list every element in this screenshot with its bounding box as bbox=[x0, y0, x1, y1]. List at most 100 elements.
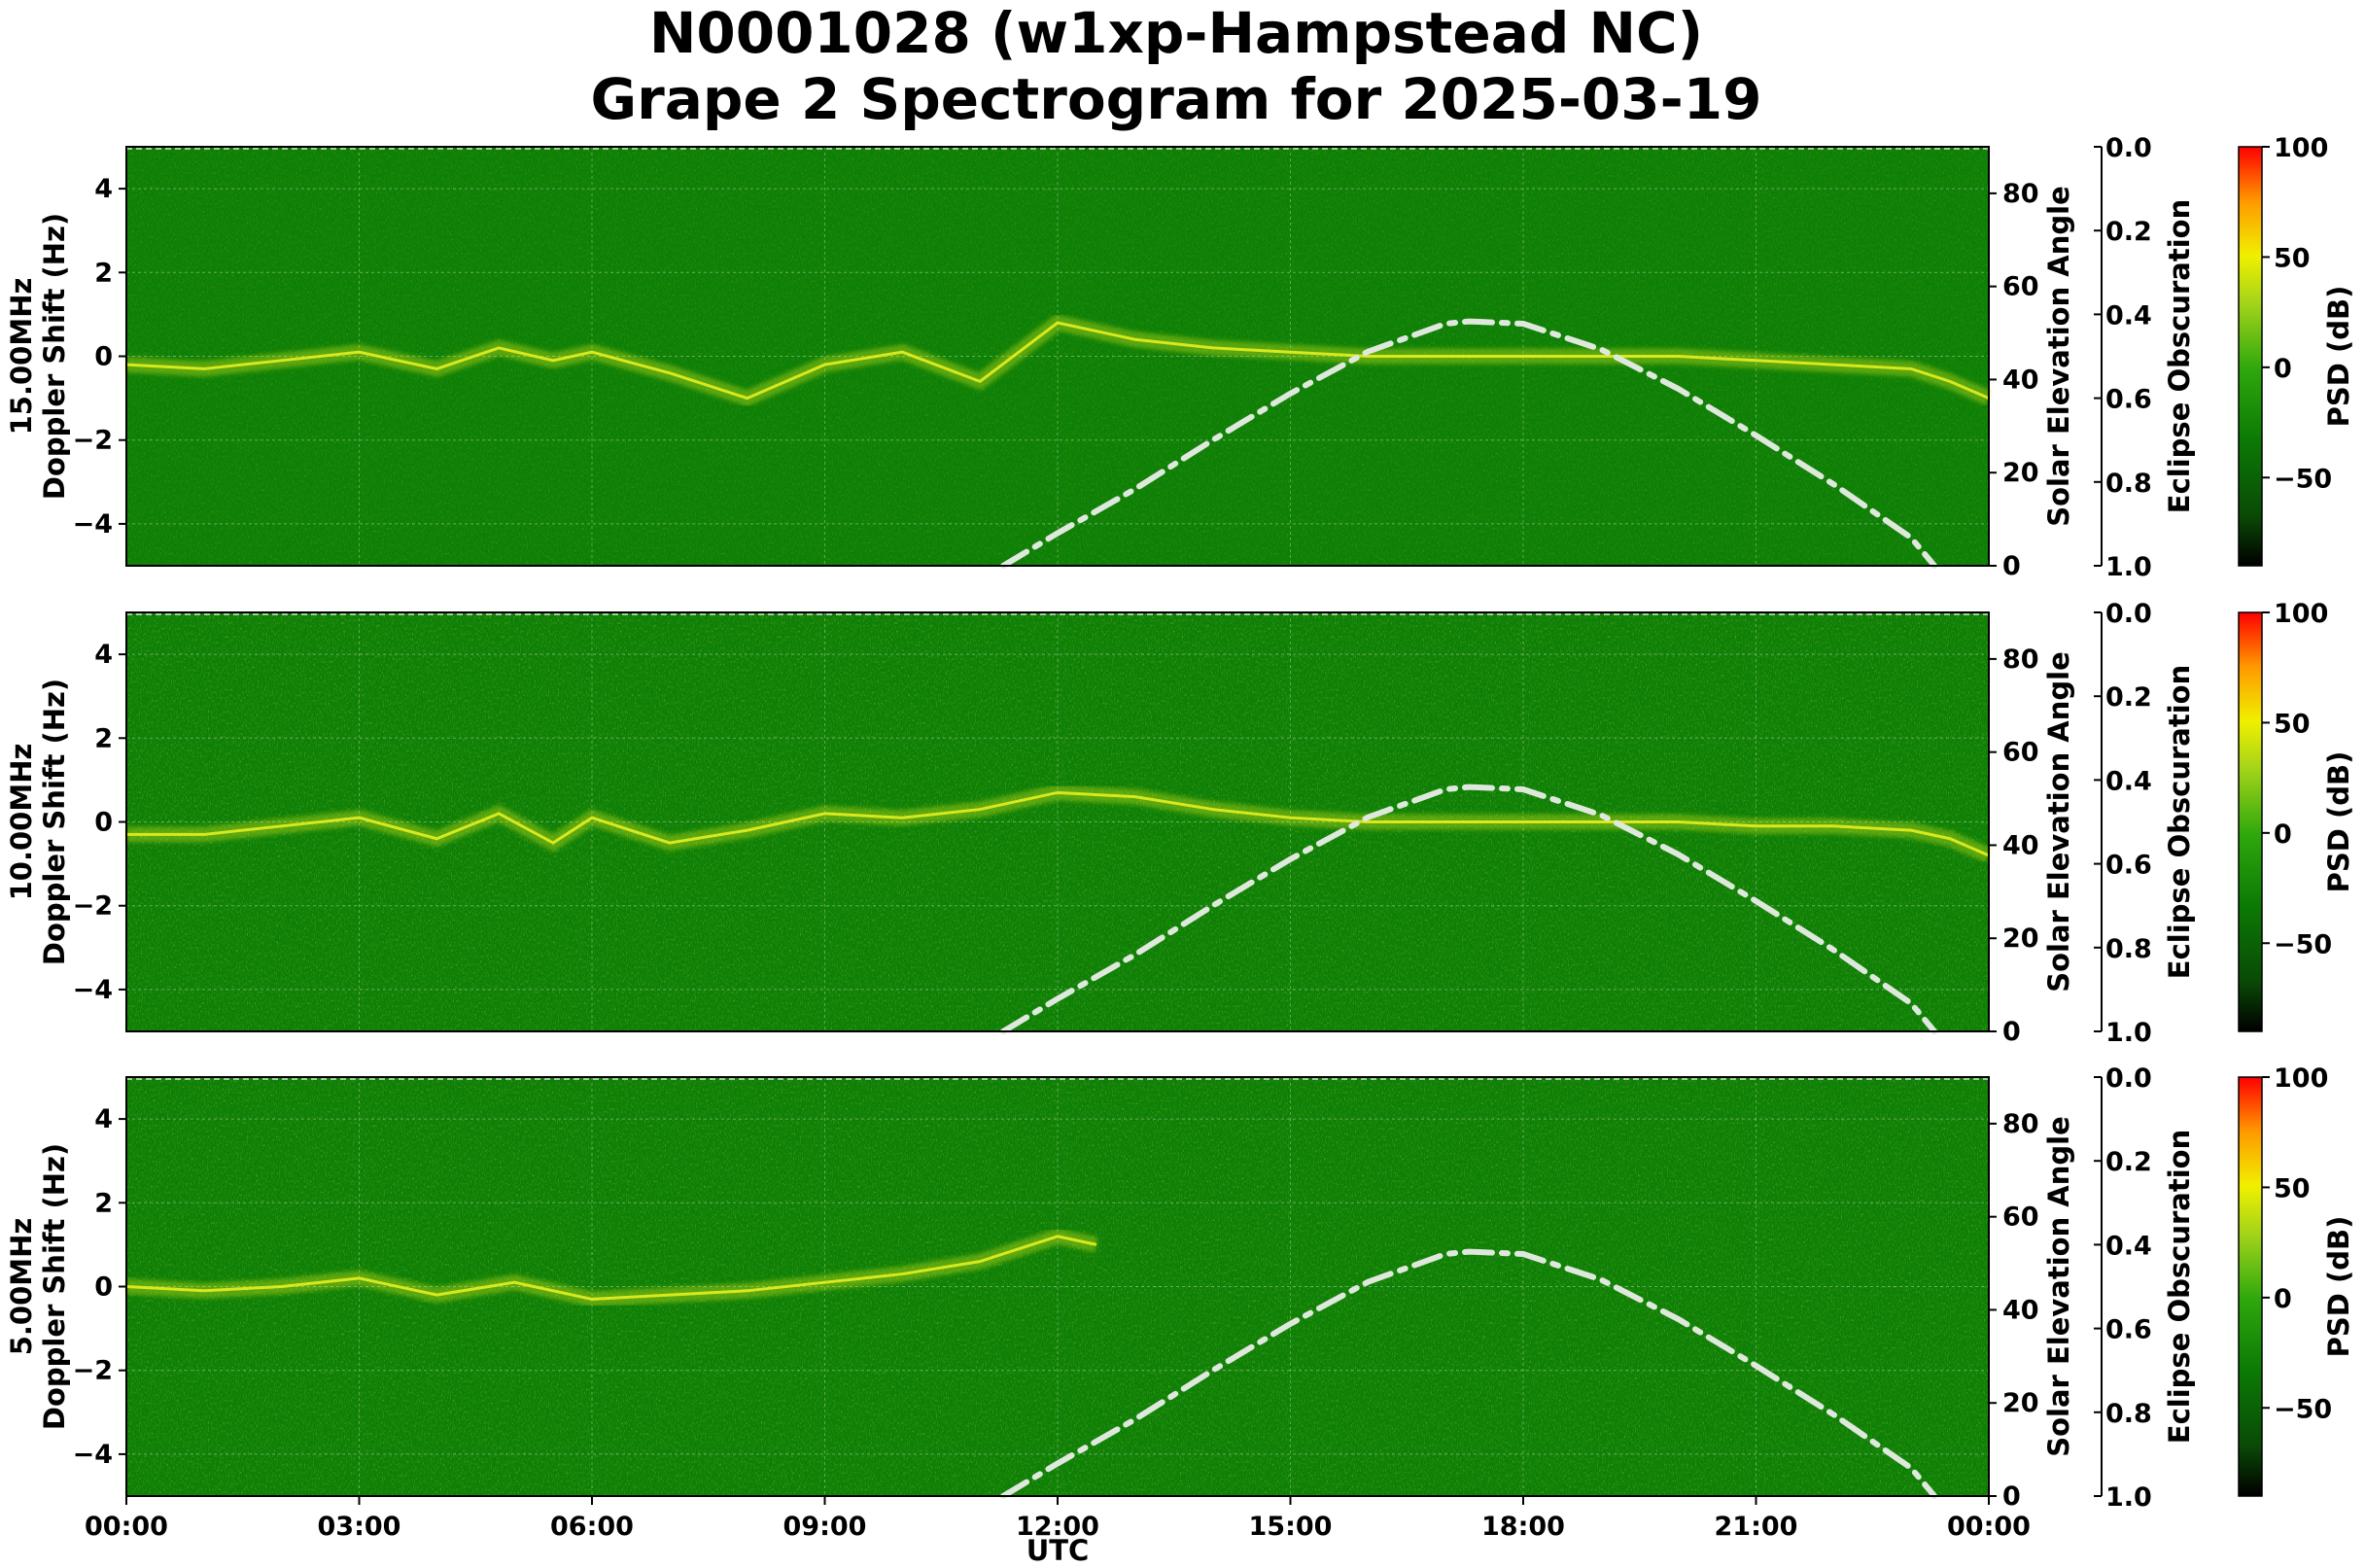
x-tick-label: 09:00 bbox=[783, 1512, 867, 1542]
y-axis-label: Doppler Shift (Hz) bbox=[38, 1143, 71, 1430]
secondary-tick-label: 40 bbox=[2002, 830, 2039, 860]
eclipse-tick-label: 0.6 bbox=[2105, 385, 2152, 415]
eclipse-label: Eclipse Obscuration bbox=[2163, 199, 2196, 513]
secondary-tick-label: 0 bbox=[2002, 1017, 2021, 1047]
eclipse-tick-label: 0.6 bbox=[2105, 1315, 2152, 1345]
eclipse-tick-label: 0.6 bbox=[2105, 851, 2152, 881]
secondary-tick-label: 0 bbox=[2002, 551, 2021, 581]
y-tick-label: −2 bbox=[73, 891, 113, 922]
solar-elevation-label: Solar Elevation Angle bbox=[2042, 186, 2075, 527]
y-tick-label: 4 bbox=[94, 1104, 113, 1134]
secondary-tick-label: 0 bbox=[2002, 1481, 2021, 1512]
y-axis-label: Doppler Shift (Hz) bbox=[38, 213, 71, 500]
y-tick-label: −4 bbox=[73, 975, 113, 1005]
eclipse-tick-label: 0.8 bbox=[2105, 934, 2152, 964]
colorbar bbox=[2238, 611, 2263, 1032]
secondary-tick-label: 20 bbox=[2002, 1388, 2039, 1418]
colorbar bbox=[2238, 146, 2263, 567]
eclipse-tick-label: 0.0 bbox=[2105, 133, 2152, 163]
y-tick-label: −2 bbox=[73, 1356, 113, 1386]
y-axis-label: Doppler Shift (Hz) bbox=[38, 679, 71, 965]
eclipse-tick-label: 0.2 bbox=[2105, 217, 2152, 247]
y-tick-label: −4 bbox=[73, 509, 113, 540]
frequency-label: 10.00MHz bbox=[5, 744, 38, 901]
x-tick-label: 06:00 bbox=[550, 1512, 634, 1542]
colorbar-label: PSD (dB) bbox=[2322, 286, 2355, 428]
colorbar-tick-label: 0 bbox=[2274, 1284, 2292, 1314]
chart-title-line-2: Grape 2 Spectrogram for 2025-03-19 bbox=[591, 66, 1762, 132]
eclipse-tick-label: 0.0 bbox=[2105, 1063, 2152, 1094]
secondary-tick-label: 60 bbox=[2002, 1202, 2039, 1233]
x-tick-label: 21:00 bbox=[1715, 1512, 1798, 1542]
eclipse-tick-label: 0.0 bbox=[2105, 599, 2152, 629]
colorbar-tick-label: −50 bbox=[2274, 929, 2332, 959]
eclipse-tick-label: 1.0 bbox=[2105, 1018, 2152, 1048]
colorbar-tick-label: 100 bbox=[2274, 133, 2328, 163]
eclipse-tick-label: 1.0 bbox=[2105, 1482, 2152, 1513]
secondary-tick-label: 40 bbox=[2002, 365, 2039, 395]
spectrogram-noise bbox=[126, 1077, 1989, 1496]
panel-15.00MHz: 420−2−415.00MHz Doppler Shift (Hz)8060402… bbox=[5, 133, 2355, 582]
y-tick-label: 2 bbox=[94, 258, 113, 288]
eclipse-tick-label: 0.4 bbox=[2105, 300, 2152, 331]
y-tick-label: 0 bbox=[94, 808, 113, 838]
solar-elevation-label: Solar Elevation Angle bbox=[2042, 1116, 2075, 1457]
secondary-tick-label: 40 bbox=[2002, 1295, 2039, 1325]
y-tick-label: −4 bbox=[73, 1440, 113, 1470]
secondary-tick-label: 20 bbox=[2002, 458, 2039, 488]
colorbar-tick-label: 50 bbox=[2274, 709, 2311, 739]
doppler-trace bbox=[125, 321, 1990, 401]
secondary-tick-label: 80 bbox=[2002, 645, 2039, 675]
y-tick-label: 4 bbox=[94, 174, 113, 204]
y-tick-label: −2 bbox=[73, 426, 113, 456]
frequency-label: 15.00MHz bbox=[5, 278, 38, 436]
eclipse-tick-label: 0.8 bbox=[2105, 1399, 2152, 1429]
doppler-trace bbox=[126, 790, 1990, 857]
eclipse-tick-label: 0.2 bbox=[2105, 682, 2152, 713]
x-tick-label: 00:00 bbox=[85, 1512, 168, 1542]
solar-elevation-curve bbox=[1000, 1248, 1938, 1499]
x-tick-label: 15:00 bbox=[1249, 1512, 1333, 1542]
y-tick-label: 2 bbox=[94, 723, 113, 753]
doppler-trace bbox=[125, 1235, 1097, 1301]
solar-elevation-label: Solar Elevation Angle bbox=[2042, 651, 2075, 993]
panel-10.00MHz: 420−2−410.00MHz Doppler Shift (Hz)8060402… bbox=[5, 599, 2355, 1048]
secondary-tick-label: 80 bbox=[2002, 1109, 2039, 1139]
secondary-tick-label: 20 bbox=[2002, 923, 2039, 954]
y-tick-label: 0 bbox=[94, 342, 113, 372]
colorbar-tick-label: 100 bbox=[2274, 599, 2328, 629]
colorbar-tick-label: −50 bbox=[2274, 464, 2332, 494]
colorbar-tick-label: 50 bbox=[2274, 1173, 2311, 1203]
panel-5.00MHz: 420−2−45.00MHz Doppler Shift (Hz)80604020… bbox=[5, 1063, 2355, 1513]
x-tick-label: 12:00 bbox=[1016, 1512, 1099, 1542]
secondary-tick-label: 60 bbox=[2002, 738, 2039, 768]
eclipse-label: Eclipse Obscuration bbox=[2163, 1130, 2196, 1444]
eclipse-tick-label: 0.8 bbox=[2105, 469, 2152, 499]
solar-elevation-curve bbox=[1000, 784, 1938, 1034]
x-axis: 00:00 03:00 06:00 09:00 12:00 15:00 18:00 21:00… bbox=[85, 1496, 2031, 1542]
secondary-tick-label: 60 bbox=[2002, 272, 2039, 302]
eclipse-tick-label: 0.4 bbox=[2105, 1231, 2152, 1261]
chart-title-line-1: N0001028 (w1xp-Hampstead NC) bbox=[649, 0, 1703, 66]
y-tick-label: 4 bbox=[94, 640, 113, 670]
y-tick-label: 0 bbox=[94, 1272, 113, 1303]
x-tick-label: 03:00 bbox=[318, 1512, 401, 1542]
frequency-label: 5.00MHz bbox=[5, 1218, 38, 1356]
colorbar-label: PSD (dB) bbox=[2322, 751, 2355, 893]
colorbar-tick-label: 50 bbox=[2274, 243, 2311, 273]
colorbar bbox=[2238, 1076, 2263, 1497]
colorbar-tick-label: 0 bbox=[2274, 354, 2292, 384]
y-tick-label: 2 bbox=[94, 1188, 113, 1218]
eclipse-tick-label: 0.4 bbox=[2105, 766, 2152, 796]
eclipse-tick-label: 1.0 bbox=[2105, 552, 2152, 582]
eclipse-tick-label: 0.2 bbox=[2105, 1147, 2152, 1177]
secondary-tick-label: 80 bbox=[2002, 179, 2039, 209]
colorbar-label: PSD (dB) bbox=[2322, 1216, 2355, 1358]
spectrogram-panels: 420−2−415.00MHz Doppler Shift (Hz)8060402… bbox=[5, 133, 2355, 1513]
solar-elevation-curve bbox=[1000, 318, 1938, 569]
colorbar-tick-label: 100 bbox=[2274, 1063, 2328, 1094]
x-axis-label: UTC bbox=[1026, 1534, 1090, 1567]
x-tick-label: 18:00 bbox=[1481, 1512, 1565, 1542]
x-tick-label: 00:00 bbox=[1947, 1512, 2031, 1542]
